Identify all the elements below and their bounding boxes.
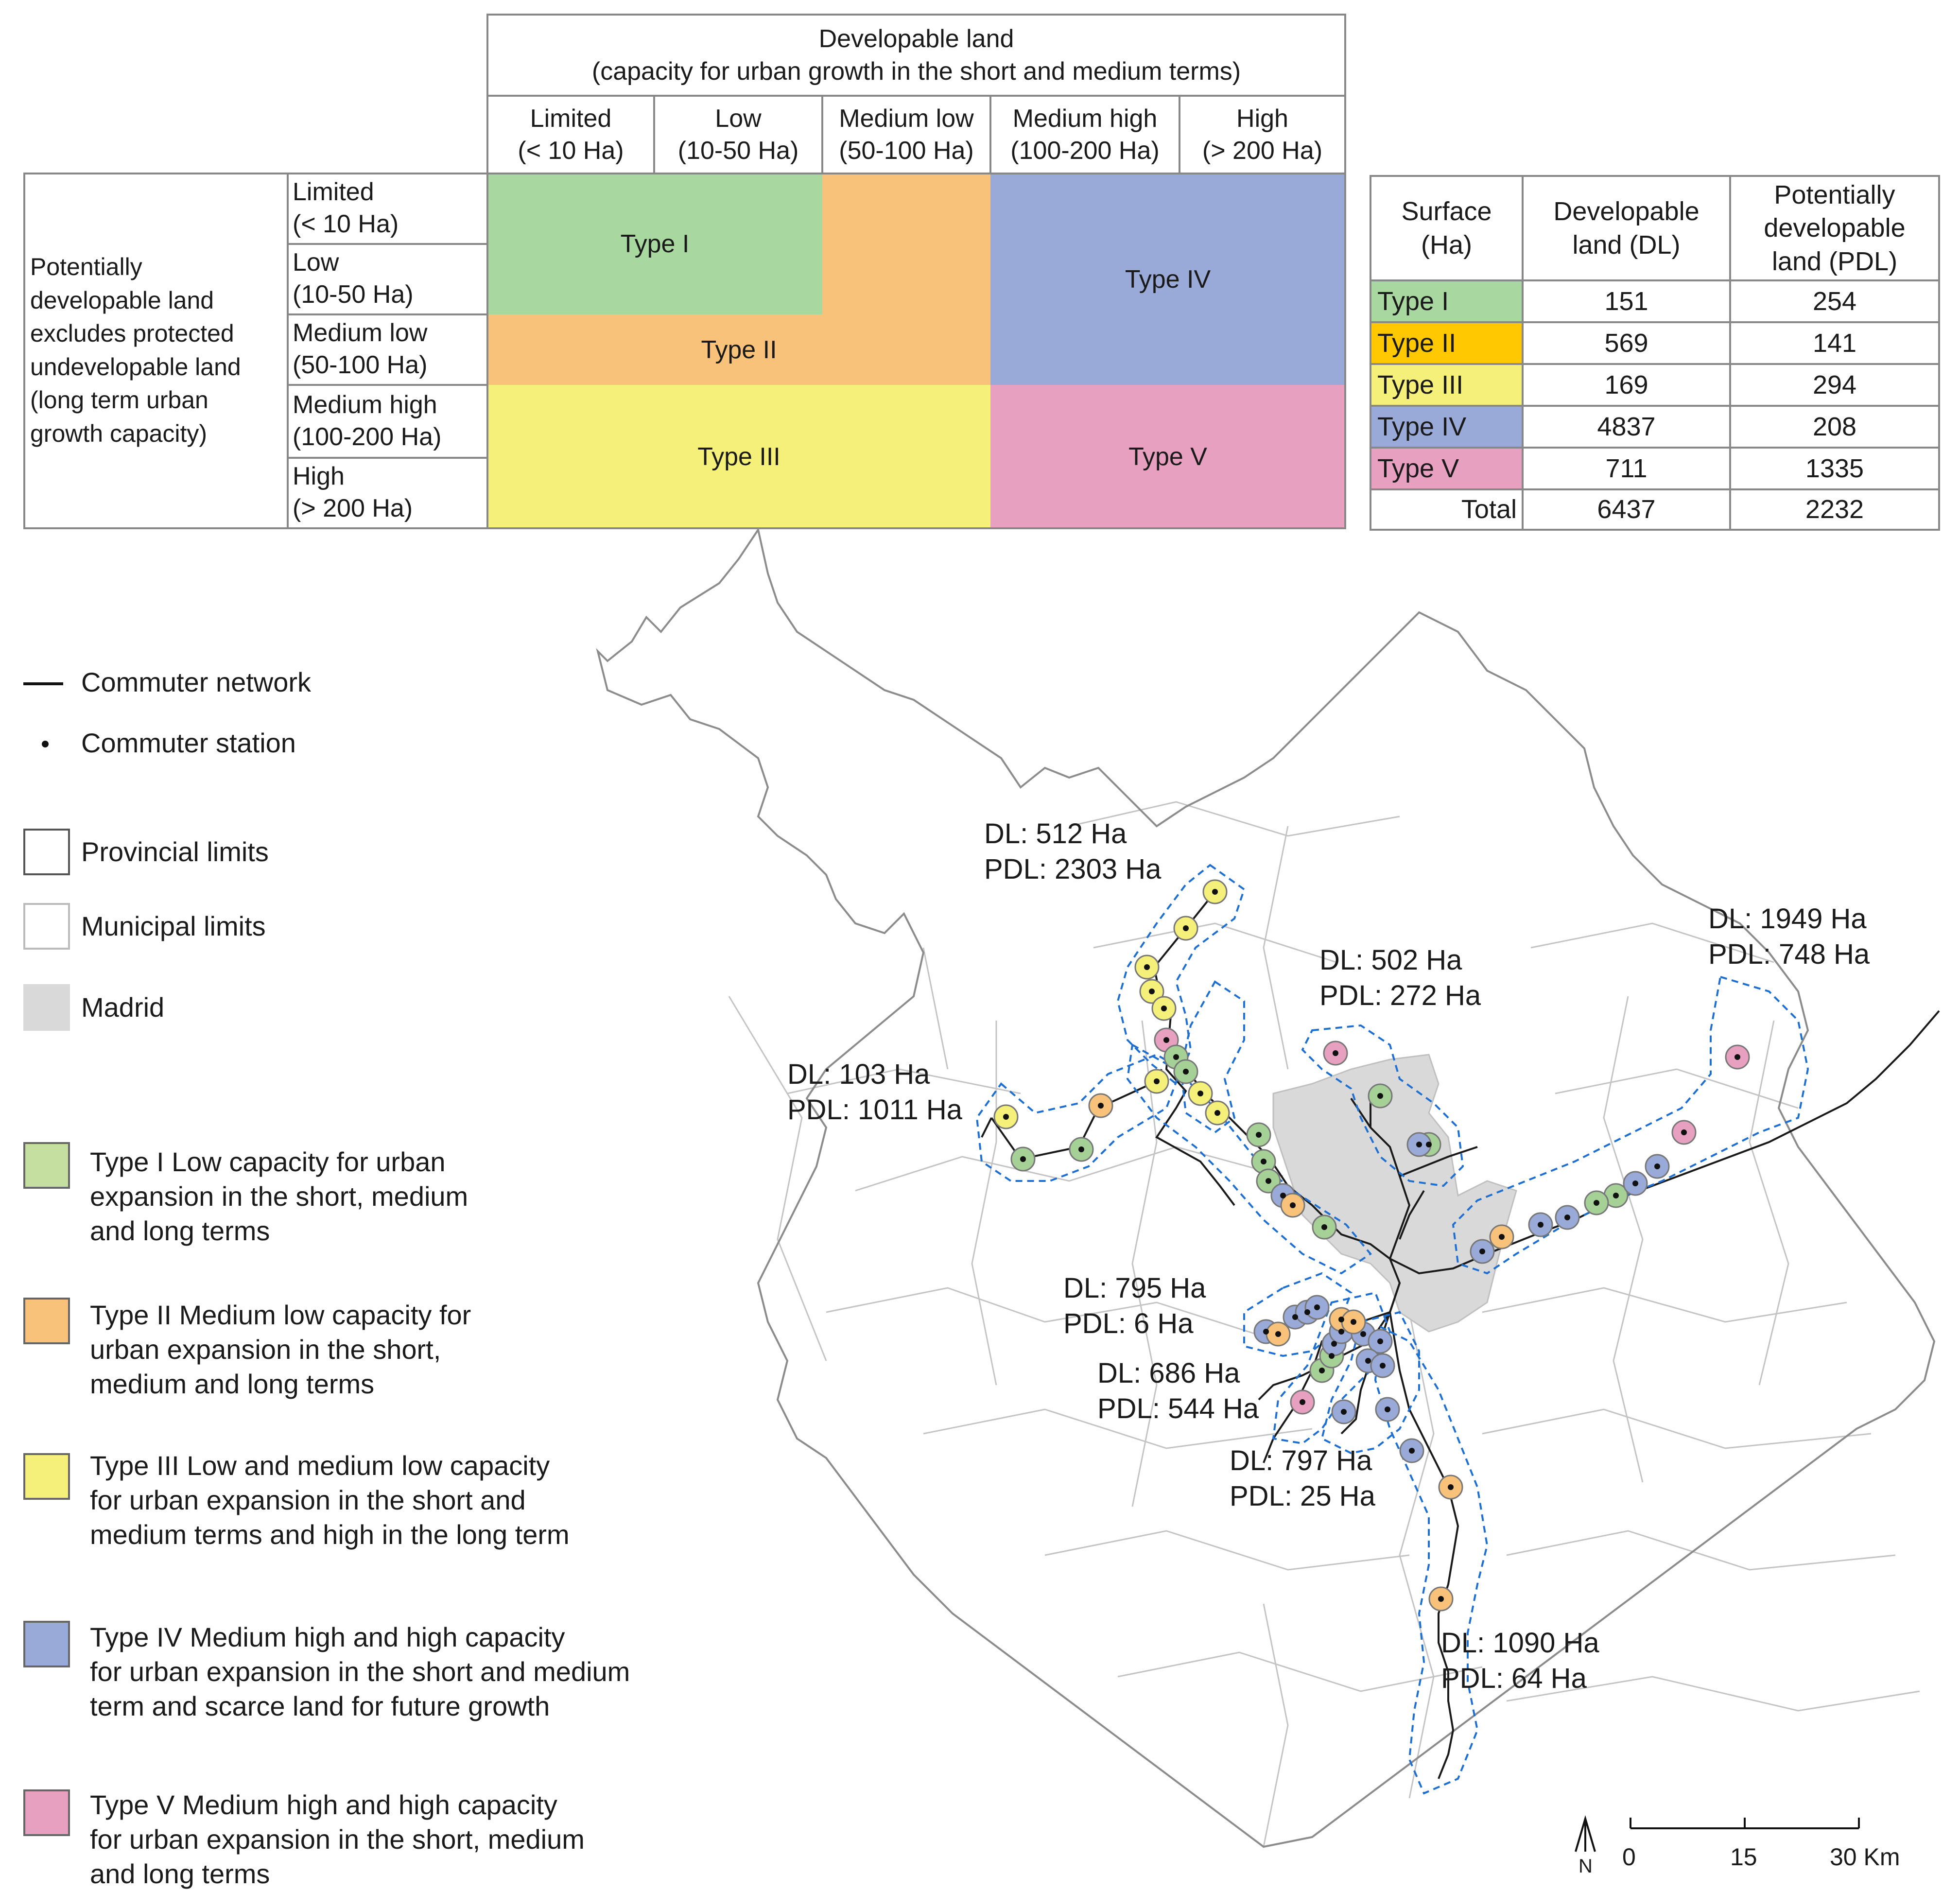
- matrix-pdl-row-low: Low (10-50 Ha): [293, 248, 414, 309]
- legend-type-iii: Type III Low and medium low capacity for…: [90, 1450, 570, 1550]
- matrix-type-iii-block: [487, 385, 990, 528]
- scale-tick-30: 30 Km: [1830, 1843, 1900, 1871]
- scale-bar: [1630, 1818, 1860, 1829]
- type-v-swatch: [23, 1789, 70, 1836]
- type-i-swatch: [23, 1142, 70, 1189]
- surface-row-bg-type-v: [1370, 448, 1523, 489]
- surface-type-v: Type V: [1377, 453, 1459, 483]
- matrix-dl-col-low: Low (10-50 Ha): [677, 104, 799, 165]
- madrid-swatch: [23, 984, 70, 1031]
- matrix-type-ii-block: [487, 314, 990, 385]
- surface-dl-type-ii: 569: [1604, 328, 1648, 358]
- matrix-dl-header: Developable land (capacity for urban gro…: [591, 25, 1241, 86]
- municipal-limits-swatch: [23, 903, 70, 950]
- surface-row-bg-type-ii: [1370, 322, 1523, 364]
- legend-type-ii: Type II Medium low capacity for urban ex…: [90, 1300, 471, 1400]
- matrix-label-type-v: Type V: [1128, 442, 1207, 471]
- legend-type-iv: Type IV Medium high and high capacity fo…: [90, 1622, 630, 1722]
- corridor-label-south: DL: 797 Ha PDL: 25 Ha: [1230, 1445, 1375, 1512]
- legend-municipal-limits: Municipal limits: [81, 911, 266, 941]
- legend-provincial-limits: Provincial limits: [81, 836, 269, 867]
- matrix-pdl-header: Potentially developable land excludes pr…: [30, 253, 241, 447]
- surface-dl-type-v: 711: [1605, 453, 1648, 483]
- scale-tick-0: 0: [1622, 1843, 1636, 1871]
- commuter-station-symbol: [42, 741, 49, 747]
- matrix-label-type-iv: Type IV: [1125, 265, 1211, 294]
- legend-type-i: Type I Low capacity for urban expansion …: [90, 1146, 468, 1247]
- matrix-dl-col-medium-low: Medium low (50-100 Ha): [839, 104, 974, 165]
- type-iv-swatch: [23, 1621, 70, 1667]
- legend-commuter-network: Commuter network: [81, 667, 312, 697]
- surface-dl-type-iv: 4837: [1597, 412, 1656, 441]
- corridor-label-west: DL: 103 Ha PDL: 1011 Ha: [787, 1058, 963, 1126]
- surface-dl-type-iii: 169: [1604, 370, 1648, 399]
- matrix-pdl-row-medium-high: Medium high (100-200 Ha): [293, 391, 442, 451]
- corridor-label-southwest-2: DL: 686 Ha PDL: 544 Ha: [1097, 1357, 1259, 1424]
- surface-row-bg-type-i: [1370, 280, 1523, 322]
- scale-tick-15: 15: [1730, 1843, 1757, 1871]
- surface-total-pdl: 2232: [1805, 495, 1864, 524]
- north-arrow-label: N: [1578, 1856, 1593, 1877]
- matrix-grid: [23, 14, 1346, 529]
- matrix-type-i-block: [487, 173, 822, 314]
- surface-total-label: Total: [1461, 495, 1517, 524]
- commuter-stations: [1003, 889, 1740, 1602]
- surface-pdl-type-i: 254: [1812, 286, 1857, 316]
- matrix-dl-col-medium-high: Medium high (100-200 Ha): [1010, 104, 1160, 165]
- surface-total-dl: 6437: [1597, 495, 1656, 524]
- matrix-dl-col-high: High (> 200 Ha): [1202, 104, 1323, 165]
- type-ii-swatch: [23, 1298, 70, 1344]
- surface-pdl-type-ii: 141: [1812, 328, 1857, 358]
- municipal-limits: [728, 801, 1920, 1847]
- matrix-pdl-row-limited: Limited (< 10 Ha): [293, 178, 399, 239]
- surface-header-pdl: Potentially developable land (PDL): [1764, 180, 1906, 276]
- matrix-pdl-row-medium-low: Medium low (50-100 Ha): [293, 319, 428, 380]
- surface-type-iii: Type III: [1377, 370, 1464, 399]
- surface-pdl-type-iv: 208: [1812, 412, 1857, 441]
- matrix-label-type-iii: Type III: [697, 442, 781, 471]
- madrid-municipality: [1272, 1054, 1517, 1333]
- corridor-label-southwest-1: DL: 795 Ha PDL: 6 Ha: [1063, 1272, 1206, 1339]
- matrix-dl-col-limited: Limited (< 10 Ha): [518, 104, 624, 165]
- legend-type-v: Type V Medium high and high capacity for…: [90, 1789, 585, 1890]
- north-arrow-icon: [1575, 1815, 1596, 1852]
- surface-type-i: Type I: [1377, 286, 1449, 316]
- matrix-label-type-i: Type I: [620, 229, 690, 258]
- surface-header-dl: Developable land (DL): [1553, 196, 1700, 260]
- matrix-type-iv-block: [990, 173, 1345, 385]
- surface-type-iv: Type IV: [1377, 412, 1467, 441]
- provincial-limits: [596, 527, 1936, 1848]
- surface-header-surface: Surface (Ha): [1401, 196, 1492, 260]
- matrix-label-type-ii: Type II: [701, 335, 777, 364]
- corridor-label-north: DL: 502 Ha PDL: 272 Ha: [1319, 944, 1481, 1011]
- surface-row-bg-type-iii: [1370, 364, 1523, 406]
- corridor-buffers: [975, 864, 1809, 1795]
- matrix-pdl-row-high: High (> 200 Ha): [293, 462, 413, 523]
- surface-grid: [1370, 175, 1940, 531]
- surface-type-ii: Type II: [1377, 328, 1457, 358]
- type-iii-swatch: [23, 1453, 70, 1500]
- matrix-type-v-block: [990, 385, 1345, 528]
- corridor-label-southeast: DL: 1090 Ha PDL: 64 Ha: [1441, 1627, 1599, 1694]
- legend-madrid: Madrid: [81, 992, 165, 1023]
- surface-row-bg-type-iv: [1370, 406, 1523, 448]
- surface-dl-type-i: 151: [1604, 286, 1648, 316]
- surface-pdl-type-v: 1335: [1805, 453, 1864, 483]
- commuter-network-symbol: [23, 682, 63, 685]
- provincial-limits-swatch: [23, 829, 70, 875]
- matrix-type-ii-block-upper: [822, 173, 990, 314]
- corridor-label-northwest: DL: 512 Ha PDL: 2303 Ha: [984, 818, 1162, 885]
- legend-commuter-station: Commuter station: [81, 728, 296, 758]
- surface-pdl-type-iii: 294: [1812, 370, 1857, 399]
- corridor-label-northeast: DL: 1949 Ha PDL: 748 Ha: [1708, 903, 1870, 970]
